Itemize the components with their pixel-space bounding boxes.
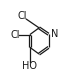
Text: Cl: Cl bbox=[17, 11, 27, 21]
Text: Cl: Cl bbox=[10, 30, 20, 40]
Text: N: N bbox=[51, 29, 59, 39]
Text: HO: HO bbox=[22, 61, 37, 71]
